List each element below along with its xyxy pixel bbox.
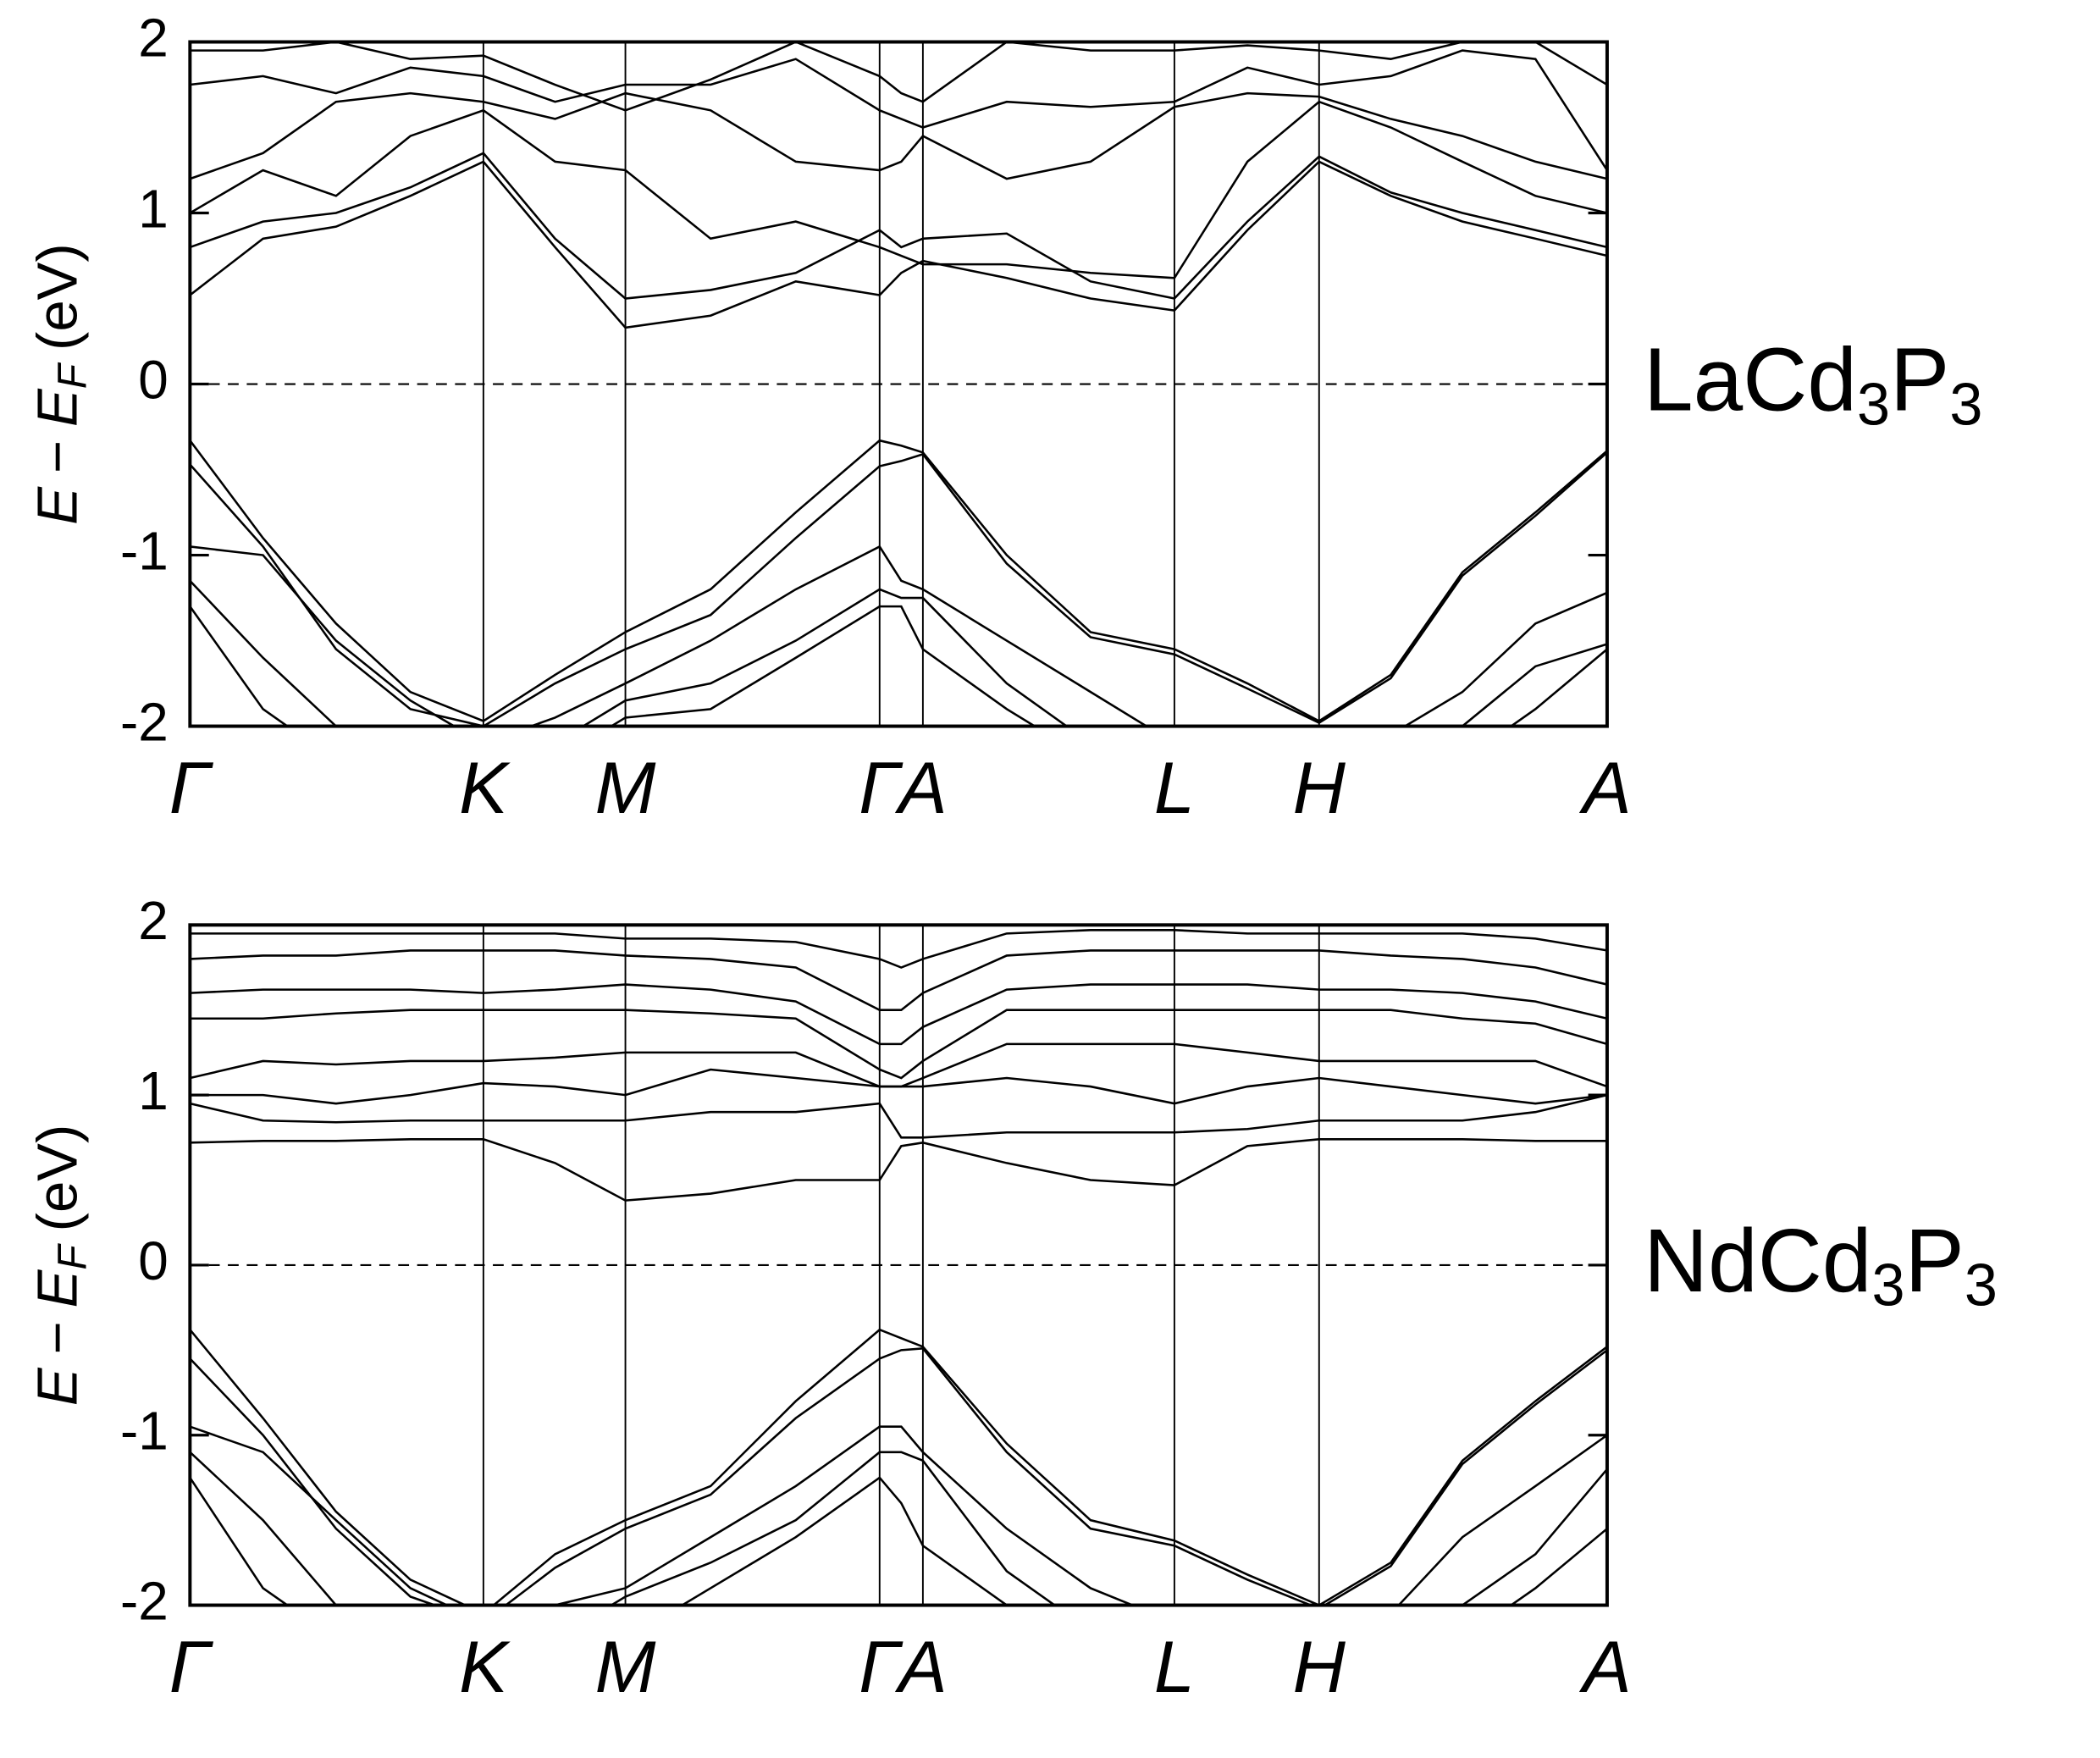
band-line — [190, 49, 1607, 171]
y-tick-label: -2 — [120, 1570, 169, 1631]
y-tick-label: 2 — [138, 7, 169, 68]
x-tick-label: M — [595, 748, 656, 829]
band-line — [190, 983, 1607, 1046]
chart-title: NdCd3P3 — [1644, 1212, 1998, 1318]
x-tick-label: Γ — [169, 1627, 214, 1708]
y-tick-label: 2 — [138, 890, 169, 951]
title-part: NdCd — [1644, 1212, 1871, 1311]
y-tick-label: -1 — [120, 1401, 169, 1462]
y-label-part: E — [25, 486, 89, 525]
title-part: LaCd — [1644, 331, 1857, 430]
x-tick-label: L — [1154, 1627, 1195, 1708]
x-tick-label: L — [1154, 748, 1195, 829]
y-tick-label: 0 — [138, 349, 169, 410]
band-line — [190, 152, 1607, 300]
plot-area — [190, 41, 1607, 727]
chart-title: LaCd3P3 — [1644, 331, 1982, 437]
band-line — [190, 439, 1607, 722]
plot-area — [190, 925, 1607, 1606]
y-label-part: − — [25, 1321, 89, 1354]
y-label-part: (eV) — [25, 1125, 89, 1232]
plot-frame — [188, 40, 1609, 728]
x-tick-label: A — [1578, 1627, 1632, 1708]
y-tick-label: 0 — [138, 1230, 169, 1291]
y-tick-label: -2 — [120, 691, 169, 752]
y-label-part: E — [25, 1367, 89, 1406]
band-line — [190, 1093, 1607, 1139]
x-tick-label: Γ — [859, 748, 904, 829]
band-line — [190, 1476, 1607, 1606]
band-line — [190, 160, 1607, 329]
band-line — [190, 91, 1607, 180]
band-line — [190, 1042, 1607, 1088]
x-tick-label: A — [894, 748, 948, 829]
y-label-part: E — [25, 388, 89, 427]
band-line — [190, 1138, 1607, 1202]
band-line — [190, 100, 1607, 279]
y-label-part: F — [50, 362, 95, 389]
band-line — [190, 605, 1607, 727]
band-line — [190, 1346, 1607, 1606]
title-part: P — [1890, 331, 1949, 430]
y-axis-label: E−EF(eV) — [25, 1125, 95, 1407]
title-part: 3 — [1871, 1251, 1904, 1318]
y-label-part: F — [50, 1243, 95, 1270]
title-part: P — [1905, 1212, 1965, 1311]
x-tick-label: Γ — [169, 748, 214, 829]
y-label-part: E — [25, 1269, 89, 1307]
x-tick-label: K — [459, 748, 511, 829]
x-tick-label: M — [595, 1627, 656, 1708]
y-tick-label: -1 — [120, 520, 169, 581]
x-tick-label: A — [894, 1627, 948, 1708]
y-label-part: − — [25, 440, 89, 473]
band-line — [190, 41, 1607, 112]
title-part: 3 — [1857, 370, 1890, 437]
x-tick-label: H — [1293, 1627, 1346, 1708]
x-tick-label: A — [1578, 748, 1632, 829]
title-part: 3 — [1965, 1251, 1998, 1318]
x-tick-label: Γ — [859, 1627, 904, 1708]
band-line — [190, 545, 1607, 727]
band-line — [190, 1328, 1607, 1606]
title-part: 3 — [1949, 370, 1982, 437]
x-tick-label: K — [459, 1627, 511, 1708]
band-line — [190, 949, 1607, 1011]
y-tick-label: 1 — [138, 178, 169, 239]
plot-frame — [188, 923, 1609, 1607]
x-tick-label: H — [1293, 748, 1346, 829]
band-line — [190, 929, 1607, 969]
y-label-part: (eV) — [25, 243, 89, 351]
band-line — [190, 579, 1607, 727]
y-tick-label: 1 — [138, 1060, 169, 1121]
band-line — [190, 1451, 1607, 1606]
y-axis-label: E−EF(eV) — [25, 243, 95, 525]
band-line — [190, 1009, 1607, 1080]
band-line — [190, 1425, 1607, 1606]
